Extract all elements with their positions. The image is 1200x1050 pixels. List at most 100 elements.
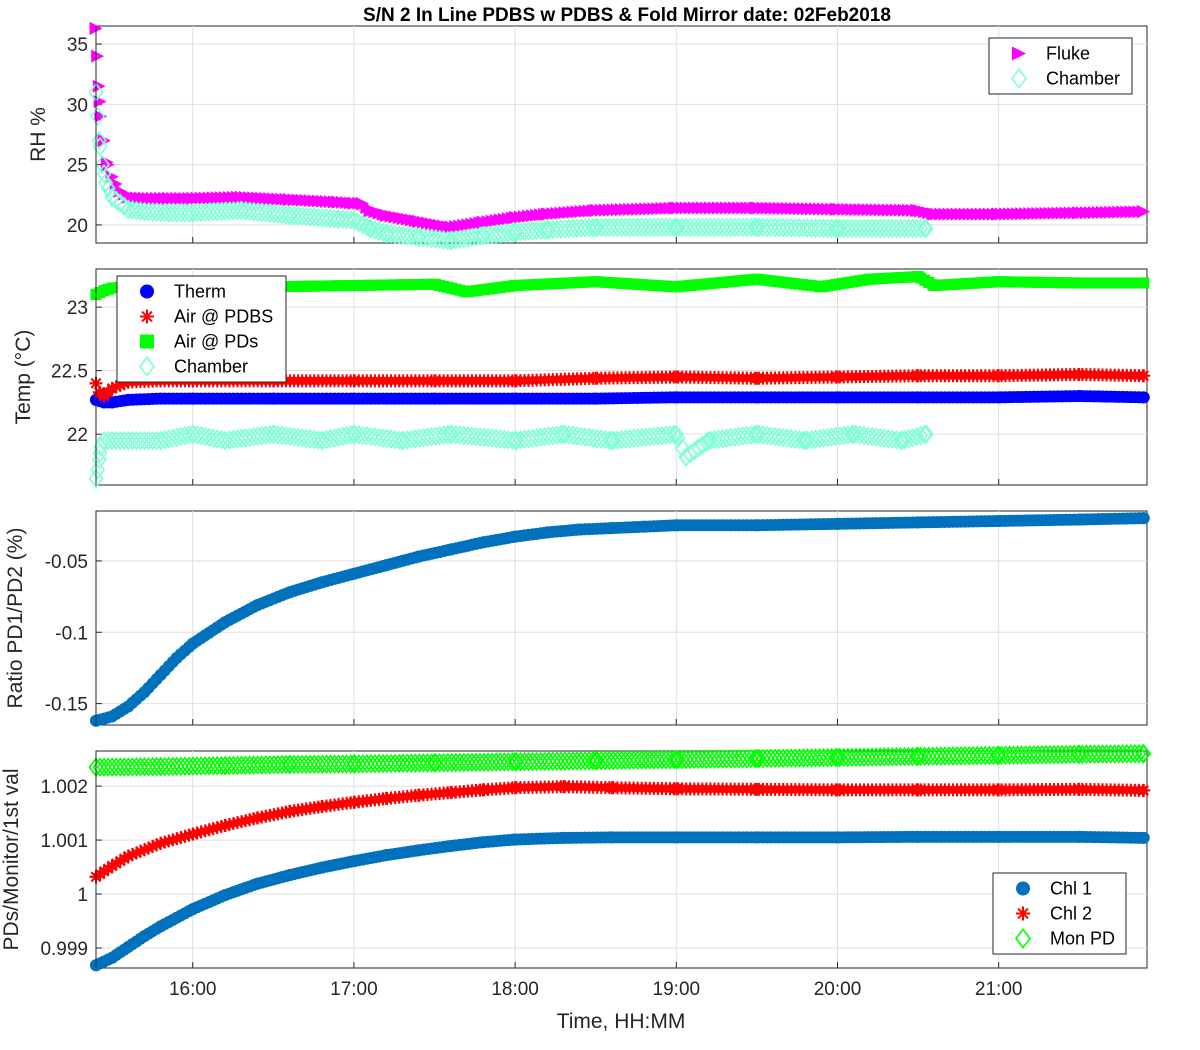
series-chamber: [88, 424, 934, 489]
data-point: [428, 374, 442, 388]
data-point: [104, 430, 120, 451]
legend-label: Mon PD: [1050, 929, 1115, 949]
data-point: [429, 278, 441, 290]
data-marker: [117, 852, 131, 866]
data-marker: [674, 438, 690, 458]
data-point: [379, 208, 393, 222]
data-point: [186, 392, 199, 405]
data-point: [749, 748, 765, 769]
y-tick-label: 22.5: [51, 362, 88, 383]
data-point: [97, 389, 111, 403]
data-point: [589, 392, 602, 405]
data-point: [380, 849, 393, 862]
x-tick-label: 19:00: [653, 979, 701, 1000]
data-point: [829, 747, 846, 768]
data-point: [105, 859, 119, 873]
data-point: [918, 424, 934, 444]
data-point: [120, 430, 136, 451]
data-point: [911, 369, 925, 383]
data-marker: [711, 429, 727, 449]
data-marker: [399, 430, 415, 450]
y-axis-label: Temp (°C): [12, 330, 35, 425]
data-point: [444, 220, 458, 234]
data-marker: [541, 426, 557, 446]
data-marker: [476, 225, 492, 246]
data-marker: [662, 425, 678, 445]
data-point: [153, 836, 167, 850]
data-marker: [480, 225, 496, 245]
data-marker: [812, 428, 828, 449]
plot-area: [95, 510, 1148, 726]
data-point: [509, 833, 522, 846]
y-tick-label: 1.002: [40, 777, 88, 798]
data-marker: [618, 429, 634, 449]
data-marker: [488, 224, 504, 245]
data-point: [122, 393, 135, 406]
legend-marker: [140, 309, 154, 324]
data-point: [185, 203, 201, 223]
data-marker: [832, 426, 848, 446]
data-point: [894, 430, 910, 451]
data-point: [315, 800, 329, 814]
data-marker: [820, 427, 836, 448]
legend-marker: [1016, 906, 1030, 921]
data-marker: [165, 428, 181, 448]
x-tick-label: 16:00: [169, 979, 217, 1000]
data-point: [1073, 830, 1086, 843]
data-point: [749, 424, 765, 444]
data-marker: [803, 429, 819, 450]
data-point: [573, 523, 586, 536]
data-point: [927, 207, 941, 221]
series-air-pds: [90, 271, 1150, 300]
data-point: [251, 599, 264, 612]
data-point: [911, 783, 925, 797]
data-point: [670, 281, 682, 293]
data-point: [411, 214, 425, 228]
data-marker: [436, 425, 452, 445]
data-point: [1072, 367, 1086, 381]
data-point: [831, 517, 844, 530]
data-marker: [339, 425, 355, 446]
y-axis-label: Ratio PD1/PD2 (%): [4, 528, 27, 709]
data-point: [509, 280, 521, 292]
data-marker: [896, 430, 912, 450]
data-point: [105, 381, 119, 395]
data-marker: [472, 226, 488, 246]
data-marker: [93, 95, 107, 109]
data-point: [281, 205, 297, 226]
data-point: [363, 203, 377, 217]
data-marker: [460, 228, 476, 248]
panel-1: 20 25 30 35 RH % Fluke Chamber: [27, 21, 1151, 251]
data-point: [912, 271, 924, 283]
legend-label: Chamber: [1046, 69, 1120, 89]
data-marker: [529, 220, 545, 241]
data-marker: [735, 426, 751, 446]
data-marker: [448, 230, 464, 250]
data-point: [670, 519, 683, 532]
data-marker: [609, 430, 625, 450]
data-point: [1138, 277, 1150, 289]
data-marker: [516, 221, 532, 242]
data-point: [1137, 783, 1151, 797]
data-point: [476, 783, 490, 797]
data-point: [161, 203, 177, 223]
data-point: [1136, 743, 1152, 764]
legend-marker: [1014, 928, 1032, 949]
data-point: [186, 191, 200, 205]
legend: Therm Air @ PDBS Air @ PDs Chamber: [116, 275, 287, 383]
data-point: [476, 536, 489, 549]
data-marker: [367, 220, 383, 240]
data-point: [638, 520, 651, 533]
x-tick-label: 21:00: [975, 979, 1023, 1000]
data-marker: [173, 426, 189, 447]
data-marker: [464, 227, 480, 248]
series-1: [90, 512, 1150, 727]
data-point: [121, 849, 135, 863]
y-tick-label: 1: [77, 885, 88, 906]
data-point: [750, 519, 763, 532]
data-marker: [96, 164, 112, 184]
data-marker: [702, 430, 718, 451]
legend-marker: [1010, 68, 1028, 89]
data-point: [152, 756, 168, 777]
data-point: [992, 514, 1005, 527]
